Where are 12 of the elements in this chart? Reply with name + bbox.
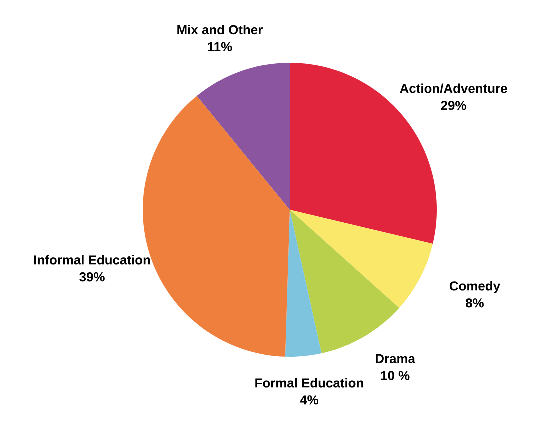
slice-label: Action/Adventure: [400, 84, 508, 94]
slice-label: Informal Education: [34, 255, 150, 265]
slice-label: Formal Education: [256, 378, 364, 388]
data-label: 29%: [441, 101, 466, 110]
data-label: 10 %: [381, 371, 410, 380]
slice-label: Drama: [376, 354, 416, 364]
data-label: 8%: [466, 298, 484, 308]
slice-label: Mix and Other: [178, 25, 263, 35]
data-label: 39%: [80, 272, 105, 282]
data-label: 4%: [300, 396, 318, 405]
data-label: 11%: [208, 42, 232, 52]
slice-label: Comedy: [450, 281, 500, 294]
